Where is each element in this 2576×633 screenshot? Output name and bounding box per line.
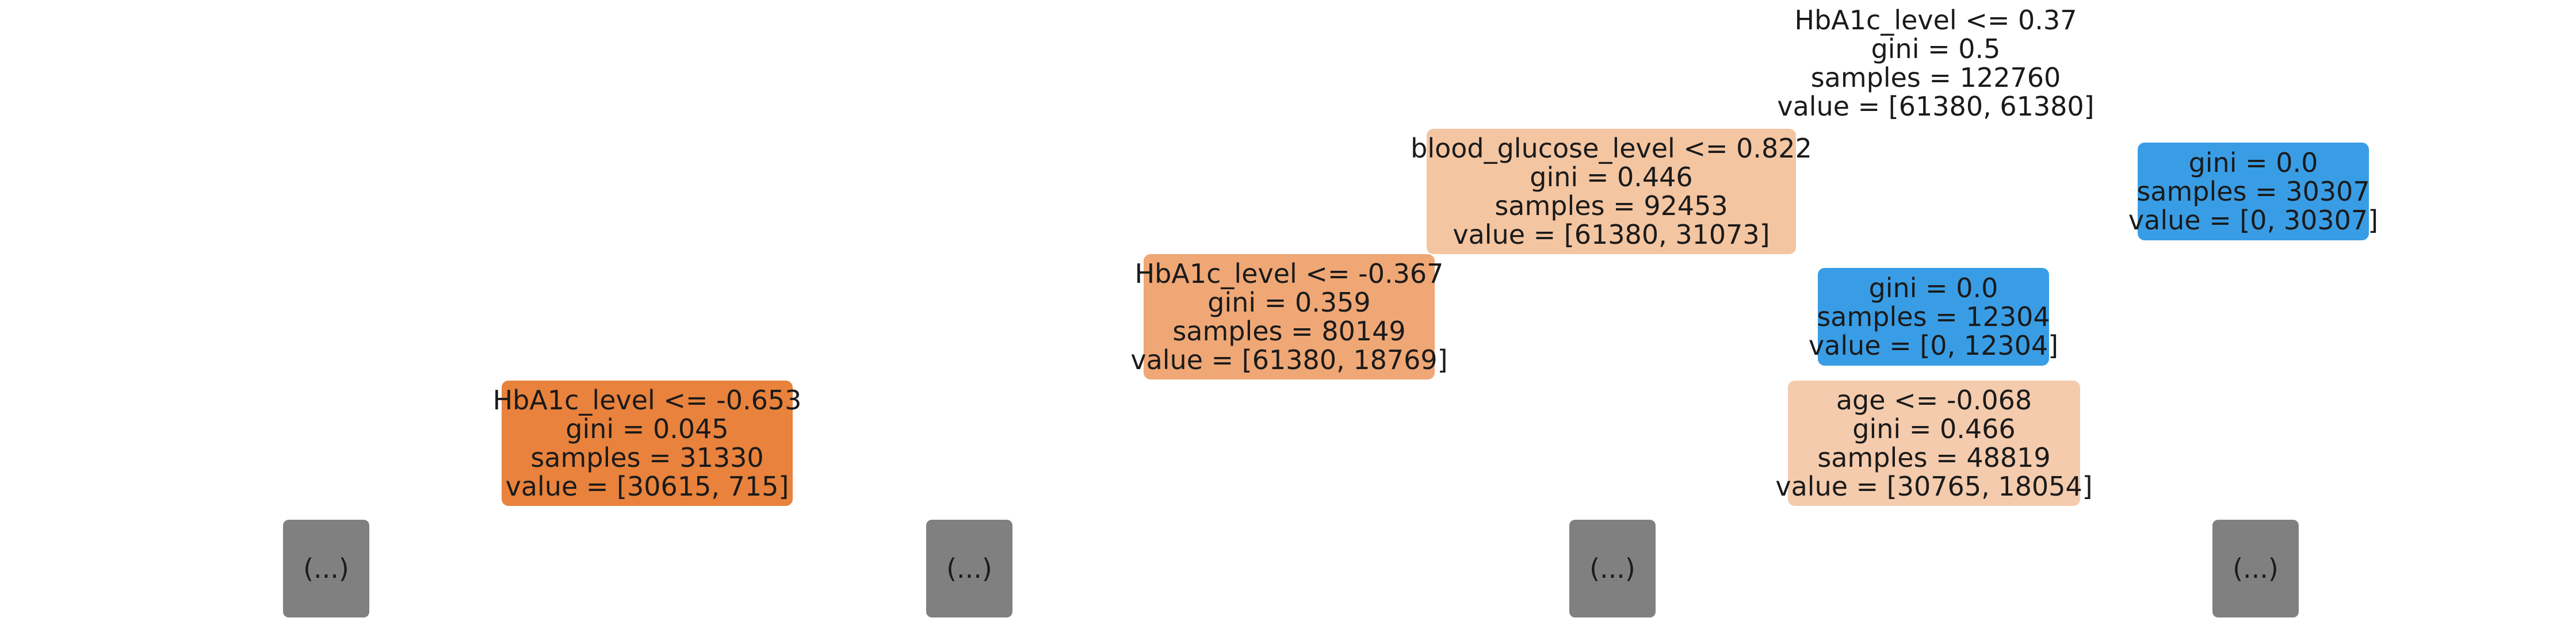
node-split-condition: HbA1c_level <= -0.653 — [492, 385, 802, 416]
tree-node-age: age <= -0.068 gini = 0.466 samples = 488… — [1775, 381, 2093, 506]
tree-leaf-pure-30307: gini = 0.0 samples = 30307 value = [0, 3… — [2128, 143, 2378, 240]
node-split-condition: blood_glucose_level <= 0.822 — [1411, 133, 1812, 164]
node-value: value = [0, 30307] — [2128, 205, 2379, 236]
truncated-label: (...) — [946, 553, 992, 584]
node-gini: gini = 0.446 — [1530, 162, 1693, 193]
tree-node-blood-glucose: blood_glucose_level <= 0.822 gini = 0.44… — [1411, 129, 1812, 254]
node-samples: samples = 122760 — [1810, 62, 2061, 93]
node-samples: samples = 80149 — [1172, 316, 1406, 347]
truncated-subtree-1: (...) — [283, 520, 369, 617]
tree-node-root: HbA1c_level <= 0.37 gini = 0.5 samples =… — [1777, 2, 2095, 124]
node-samples: samples = 48819 — [1817, 442, 2051, 473]
truncated-label: (...) — [1589, 553, 1635, 584]
node-samples: samples = 92453 — [1495, 190, 1728, 221]
tree-node-hba1c-second: HbA1c_level <= -0.367 gini = 0.359 sampl… — [1130, 254, 1448, 379]
node-value: value = [61380, 31073] — [1453, 219, 1770, 250]
node-gini: gini = 0.045 — [565, 413, 729, 444]
node-value: value = [0, 12304] — [1808, 330, 2059, 361]
node-split-condition: HbA1c_level <= 0.37 — [1794, 5, 2077, 36]
truncated-label: (...) — [2233, 553, 2279, 584]
node-gini: gini = 0.0 — [1868, 273, 1998, 304]
node-split-condition: age <= -0.068 — [1836, 385, 2032, 416]
node-gini: gini = 0.359 — [1207, 287, 1371, 318]
node-gini: gini = 0.0 — [2188, 147, 2318, 178]
node-gini: gini = 0.5 — [1871, 33, 2001, 64]
node-value: value = [30765, 18054] — [1775, 471, 2093, 502]
node-samples: samples = 12304 — [1817, 301, 2050, 332]
truncated-subtree-3: (...) — [1569, 520, 1656, 617]
tree-node-hba1c-third: HbA1c_level <= -0.653 gini = 0.045 sampl… — [493, 381, 801, 506]
truncated-subtree-4: (...) — [2212, 520, 2299, 617]
node-samples: samples = 30307 — [2137, 176, 2370, 207]
node-samples: samples = 31330 — [530, 442, 764, 473]
tree-leaf-pure-12304: gini = 0.0 samples = 12304 value = [0, 1… — [1809, 268, 2058, 366]
truncated-label: (...) — [303, 553, 349, 584]
node-value: value = [61380, 18769] — [1130, 344, 1448, 375]
node-value: value = [61380, 61380] — [1777, 91, 2095, 122]
truncated-subtree-2: (...) — [926, 520, 1012, 617]
node-value: value = [30615, 715] — [505, 471, 789, 502]
node-gini: gini = 0.466 — [1852, 413, 2016, 444]
node-split-condition: HbA1c_level <= -0.367 — [1134, 258, 1444, 289]
